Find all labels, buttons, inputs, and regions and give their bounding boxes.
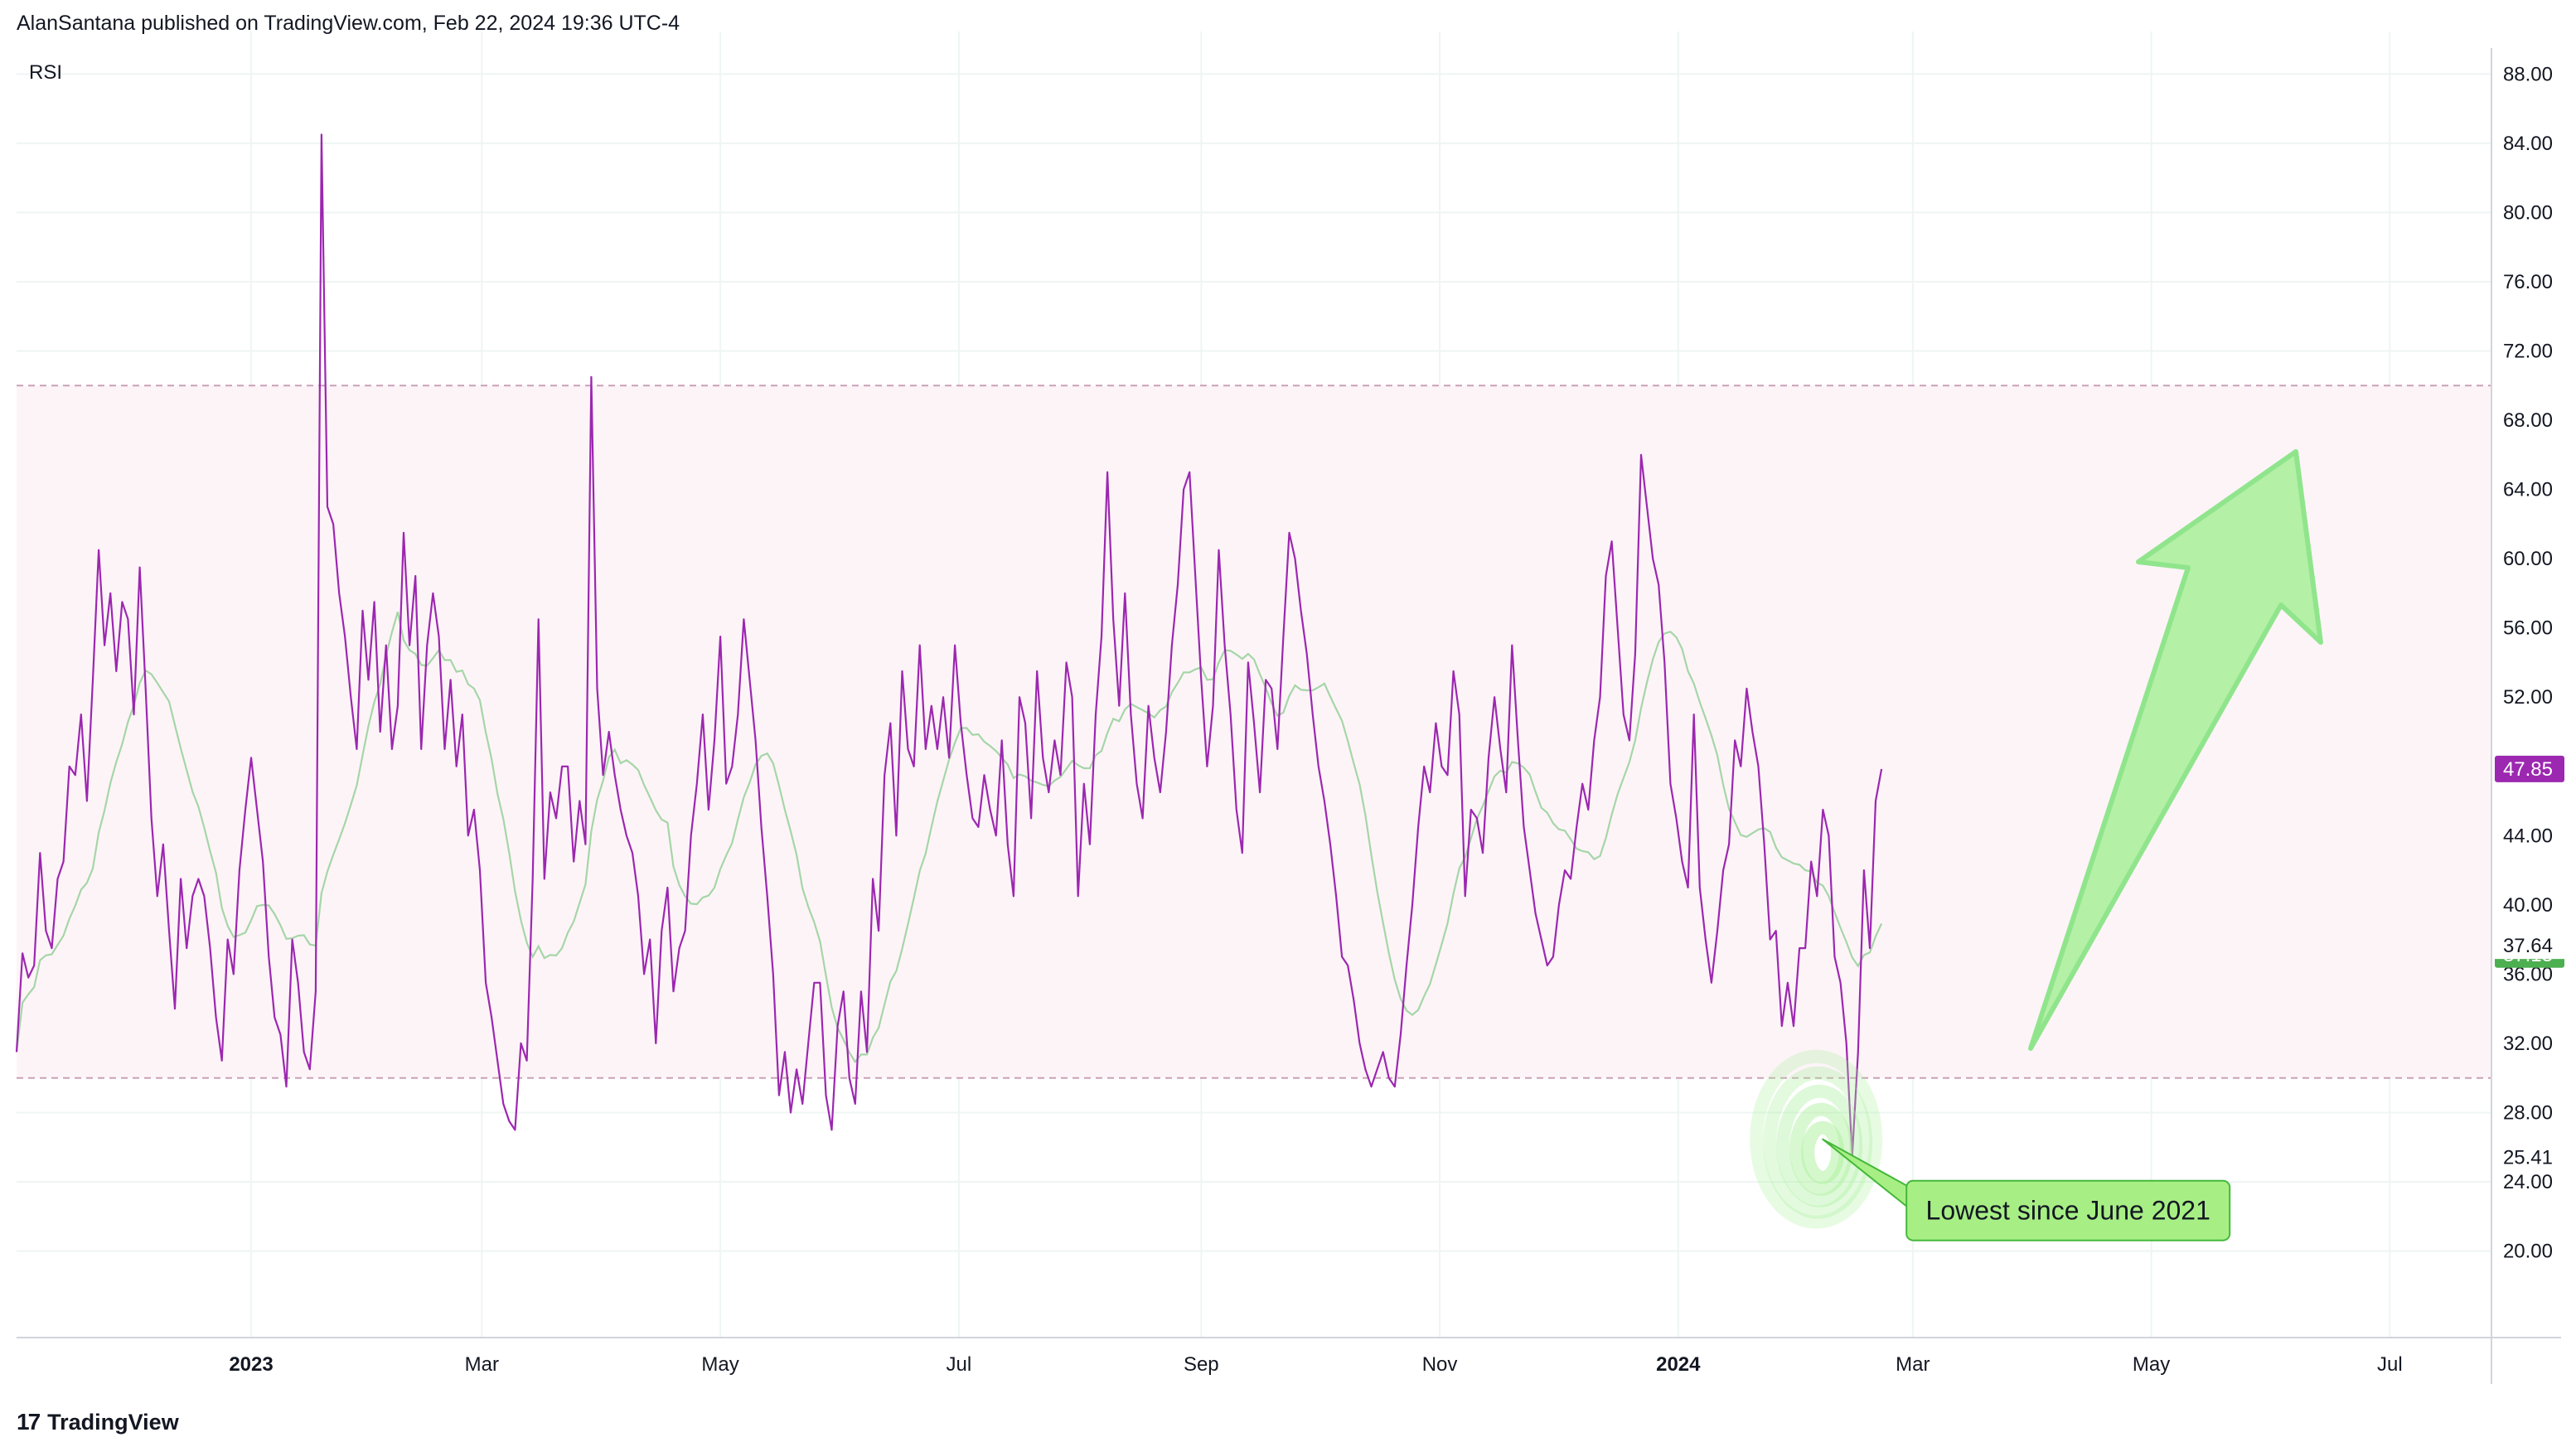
- indicator-title: RSI: [29, 61, 62, 84]
- y-tick-label: 68.00: [2503, 409, 2553, 432]
- y-tick-label: 72.00: [2503, 341, 2553, 363]
- price-label: 25.41: [2495, 1144, 2564, 1171]
- publisher-caption: AlanSantana published on TradingView.com…: [17, 12, 680, 35]
- y-tick-label: 80.00: [2503, 201, 2553, 224]
- y-tick-label: 88.00: [2503, 63, 2553, 85]
- up-arrow-icon: [2028, 449, 2323, 1051]
- tradingview-brand: TradingView: [47, 1409, 179, 1435]
- rsi-chart[interactable]: Lowest since June 2021 RSI 20.00 24.00 28.…: [0, 0, 2576, 1409]
- price-label: 37.64: [2495, 932, 2564, 960]
- x-tick-label: Jul: [947, 1353, 972, 1376]
- x-tick-label: 2024: [1656, 1353, 1701, 1376]
- y-tick-label: 20.00: [2503, 1241, 2553, 1263]
- x-tick-label: Mar: [1896, 1353, 1930, 1376]
- x-tick-label: Sep: [1184, 1353, 1219, 1376]
- rsi-moving-average-line: [15, 611, 1883, 1064]
- y-axis-ticks: 20.0024.0028.0032.0036.0040.0044.0048.00…: [2503, 63, 2553, 1262]
- y-tick-label: 56.00: [2503, 617, 2553, 640]
- y-tick-label: 84.00: [2503, 133, 2553, 155]
- y-tick-label: 32.00: [2503, 1033, 2553, 1055]
- y-tick-label: 64.00: [2503, 479, 2553, 501]
- annotation-box: [1905, 1179, 2231, 1241]
- lowest-point-highlight: [1750, 1049, 1883, 1229]
- x-tick-label: Mar: [465, 1353, 499, 1376]
- x-tick-label: Nov: [1422, 1353, 1458, 1376]
- x-tick-label: May: [701, 1353, 738, 1376]
- x-tick-label: May: [2133, 1353, 2170, 1376]
- tradingview-logo-icon: 17: [17, 1409, 41, 1435]
- price-label-text: 25.41: [2503, 1147, 2553, 1169]
- y-tick-label: 60.00: [2503, 548, 2553, 570]
- y-tick-label: 40.00: [2503, 894, 2553, 917]
- x-tick-label: 2023: [229, 1353, 273, 1376]
- annotation-text: Lowest since June 2021: [1926, 1196, 2210, 1226]
- annotation-callout: Lowest since June 2021: [1822, 1138, 2231, 1241]
- price-label-text: 37.64: [2503, 935, 2553, 957]
- tradingview-footer[interactable]: 17 TradingView: [17, 1409, 179, 1435]
- y-tick-label: 52.00: [2503, 686, 2553, 709]
- price-label-text: 47.85: [2503, 758, 2553, 781]
- y-tick-label: 76.00: [2503, 271, 2553, 293]
- y-tick-label: 44.00: [2503, 825, 2553, 847]
- y-tick-label: 24.00: [2503, 1171, 2553, 1193]
- x-tick-label: Jul: [2377, 1353, 2403, 1376]
- price-label: 47.85: [2495, 755, 2564, 782]
- x-axis-ticks: 2023 Mar May Jul Sep Nov 2024 Mar May Jul: [229, 1353, 2402, 1376]
- rsi-series-line: [15, 133, 1883, 1157]
- y-tick-label: 28.00: [2503, 1101, 2553, 1124]
